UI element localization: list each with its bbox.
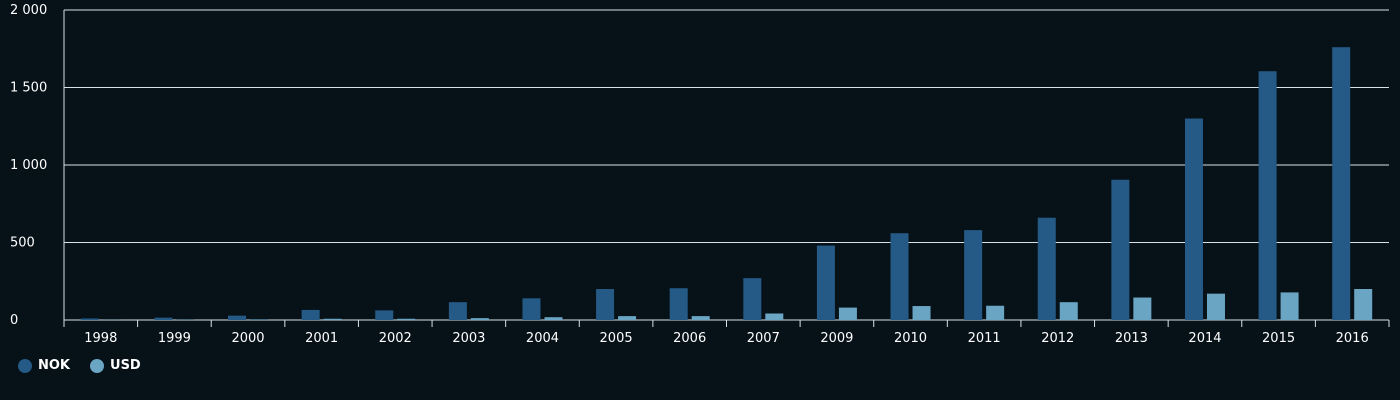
bar-usd-2013[interactable] [1133,297,1152,320]
y-tick-label: 2 000 [10,3,47,18]
x-tick-label: 2014 [1188,331,1221,346]
bar-nok-2011[interactable] [964,230,983,320]
bar-nok-1998[interactable] [80,318,99,320]
bar-usd-2015[interactable] [1280,292,1299,320]
x-tick-label: 2005 [600,331,633,346]
x-tick-label: 2002 [379,331,412,346]
x-tick-label: 2016 [1336,331,1369,346]
bar-nok-1999[interactable] [154,317,173,320]
bar-usd-2000[interactable] [250,319,269,320]
x-tick-label: 2000 [231,331,264,346]
legend-label-usd: USD [110,358,141,373]
bar-usd-2010[interactable] [912,306,931,320]
bar-nok-2007[interactable] [743,278,762,320]
bar-nok-2000[interactable] [228,315,247,320]
bar-usd-2016[interactable] [1354,289,1373,320]
bar-usd-2002[interactable] [397,318,416,320]
x-tick-label: 2011 [968,331,1001,346]
legend-label-nok: NOK [38,358,71,373]
x-tick-label: 2004 [526,331,559,346]
bar-nok-2003[interactable] [448,302,467,320]
x-tick-label: 2009 [820,331,853,346]
bar-usd-2012[interactable] [1059,302,1078,320]
bar-nok-2006[interactable] [669,288,688,320]
bar-usd-2001[interactable] [323,318,342,320]
bar-usd-2011[interactable] [986,305,1005,320]
bar-nok-2010[interactable] [890,233,909,320]
bar-usd-2007[interactable] [765,313,784,320]
bar-usd-2014[interactable] [1206,293,1225,320]
bar-nok-2016[interactable] [1332,47,1351,320]
bar-nok-2004[interactable] [522,298,541,320]
x-tick-label: 2015 [1262,331,1295,346]
bar-nok-2013[interactable] [1111,179,1130,320]
legend-marker-usd [90,358,105,373]
x-tick-label: 2003 [452,331,485,346]
bar-nok-2001[interactable] [301,309,320,320]
bar-usd-2006[interactable] [691,316,710,320]
y-tick-label: 1 500 [10,81,47,96]
x-tick-label: 2012 [1041,331,1074,346]
bar-nok-2015[interactable] [1258,71,1277,320]
x-tick-label: 2013 [1115,331,1148,346]
bar-nok-2002[interactable] [375,310,394,320]
y-tick-label: 0 [10,313,18,328]
bar-usd-2009[interactable] [838,307,857,320]
legend-item-nok[interactable]: NOK [18,358,70,373]
bar-nok-2014[interactable] [1184,118,1203,321]
bar-nok-2009[interactable] [816,245,835,320]
x-tick-label: 2007 [747,331,780,346]
bar-nok-2012[interactable] [1037,217,1056,320]
y-tick-label: 500 [10,236,35,251]
bar-nok-2005[interactable] [596,289,615,320]
x-tick-label: 2006 [673,331,706,346]
legend-marker-nok [18,358,32,373]
bar-usd-2003[interactable] [470,318,489,320]
bar-usd-2004[interactable] [544,317,563,320]
y-tick-label: 1 000 [10,158,47,173]
x-tick-label: 1999 [158,331,191,346]
legend-item-usd[interactable]: USD [90,358,141,373]
x-tick-label: 2010 [894,331,927,346]
x-tick-label: 2001 [305,331,338,346]
x-tick-label: 1998 [84,331,117,346]
bar-usd-2005[interactable] [618,316,637,320]
chart-legend: NOK USD [18,358,141,373]
